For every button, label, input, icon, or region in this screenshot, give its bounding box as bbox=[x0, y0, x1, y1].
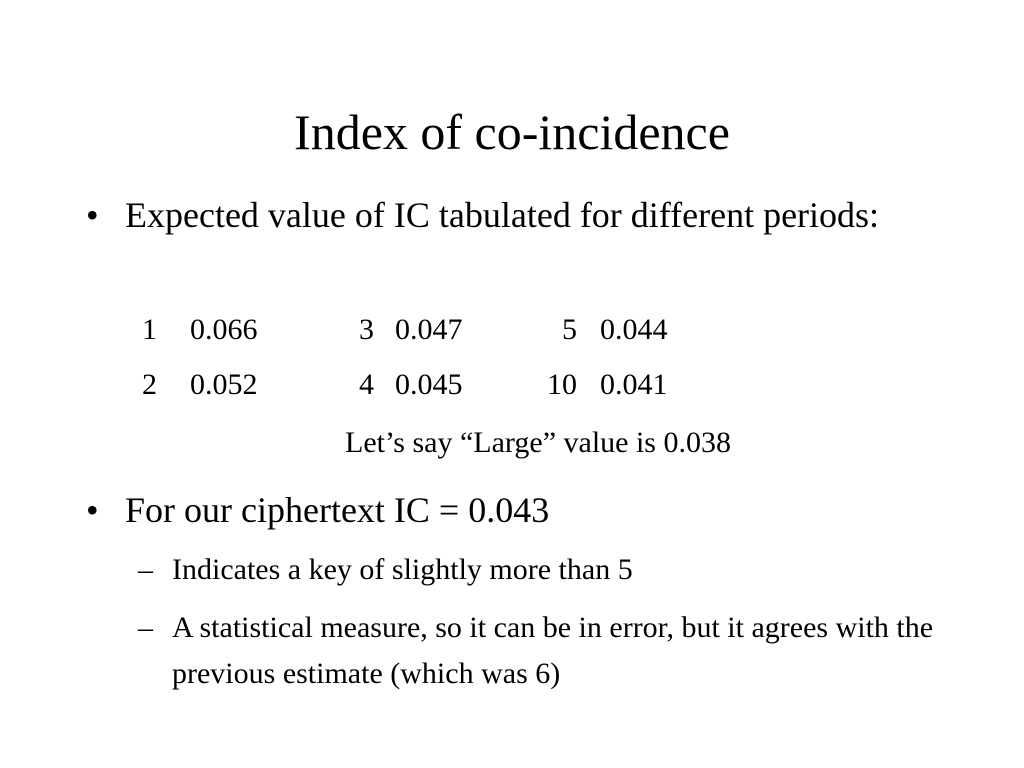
period-cell: 5 bbox=[562, 313, 577, 346]
period-cell: 1 bbox=[142, 313, 157, 346]
ic-value-cell: 0.041 bbox=[600, 368, 668, 401]
sub-bullet-text: A statistical measure, so it can be in e… bbox=[172, 611, 934, 690]
ic-value-cell: 0.044 bbox=[600, 313, 668, 346]
ic-value-cell: 0.047 bbox=[395, 313, 463, 346]
ic-value-cell: 0.066 bbox=[190, 313, 258, 346]
sub-bullet-marker: – bbox=[138, 611, 153, 644]
bullet-marker: • bbox=[86, 490, 99, 530]
sub-bullet-marker: – bbox=[138, 553, 153, 586]
bullet-marker: • bbox=[86, 195, 99, 235]
period-cell: 10 bbox=[547, 368, 577, 401]
period-cell: 4 bbox=[359, 368, 374, 401]
period-cell: 2 bbox=[142, 368, 157, 401]
period-cell: 3 bbox=[359, 313, 374, 346]
bullet-text: Expected value of IC tabulated for diffe… bbox=[125, 195, 880, 235]
slide-title: Index of co-incidence bbox=[294, 104, 730, 160]
note: Let’s say “Large” value is 0.038 bbox=[345, 426, 731, 459]
ic-value-cell: 0.045 bbox=[395, 368, 463, 401]
ic-value-cell: 0.052 bbox=[190, 368, 258, 401]
bullet-text: For our ciphertext IC = 0.043 bbox=[125, 490, 550, 530]
sub-bullet-text: Indicates a key of slightly more than 5 bbox=[172, 553, 633, 586]
